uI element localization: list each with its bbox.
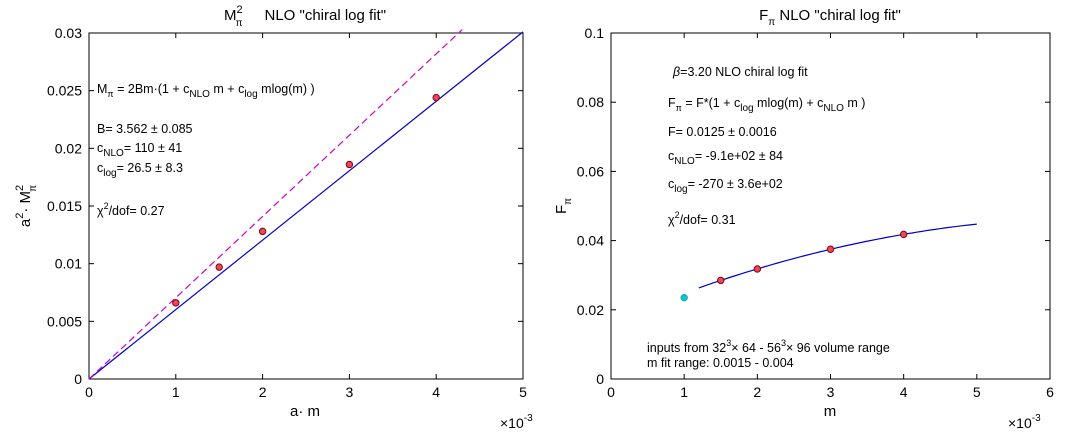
x-tick-label: 3 — [346, 384, 354, 400]
right-chart: 0 1 2 3 4 5 6 0 0.02 0.04 0.06 0.08 0.1 Fπ NLO "chir… — [553, 7, 1054, 431]
right-points — [680, 230, 908, 302]
left-chi2-value: χ2/dof= 0.27 — [97, 201, 165, 218]
y-tick-label: 0 — [74, 371, 82, 387]
data-point — [899, 230, 908, 239]
right-fit-range-note: m fit range: 0.0015 - 0.004 — [647, 356, 794, 370]
y-tick-label: 0.08 — [577, 94, 604, 110]
y-tick-label: 0.025 — [47, 83, 82, 99]
fit-line — [88, 31, 524, 380]
x-tick-label: 4 — [900, 384, 908, 400]
left-cNLO-value: cNLO= 110 ± 41 — [97, 141, 182, 159]
x-tick-label: 2 — [259, 384, 267, 400]
x-tick-label: 4 — [432, 384, 440, 400]
x-tick-label: 0 — [607, 384, 615, 400]
y-tick-label: 0.04 — [577, 233, 604, 249]
left-annotations: Mπ = 2Bm·(1 + cNLO m + clog mlog(m) ) B=… — [97, 82, 315, 218]
right-lines — [698, 223, 977, 289]
right-beta-label: β=3.20 NLO chiral log fit — [672, 65, 808, 79]
right-x-multiplier: ×10-3 — [1008, 413, 1041, 431]
left-B-value: B= 3.562 ± 0.085 — [97, 122, 193, 136]
lo-dashed-line — [88, 29, 463, 380]
left-ticks: 0 1 2 3 4 5 0 0.005 0.01 0.015 0.02 0.025 0.03 — [47, 25, 527, 400]
right-plot-area — [610, 32, 1051, 380]
y-tick-label: 0.02 — [55, 140, 82, 156]
y-tick-label: 0.03 — [55, 25, 82, 41]
fit-curve — [698, 223, 977, 289]
right-chart-title: Fπ NLO "chiral log fit" — [759, 7, 901, 28]
y-tick-label: 0.01 — [55, 256, 82, 272]
right-chi2-value: χ2/dof= 0.31 — [668, 210, 736, 227]
right-annotations: β=3.20 NLO chiral log fit Fπ = F*(1 + cl… — [647, 65, 890, 370]
right-fit-formula: Fπ = F*(1 + clog mlog(m) + cNLO m ) — [668, 96, 865, 114]
y-tick-label: 0.1 — [585, 25, 605, 41]
data-point — [345, 160, 354, 169]
data-point — [215, 263, 223, 271]
left-fit-formula: Mπ = 2Bm·(1 + cNLO m + clog mlog(m) ) — [97, 82, 315, 100]
x-tick-label: 6 — [1046, 384, 1054, 400]
right-F-value: F= 0.0125 ± 0.0016 — [668, 125, 777, 139]
right-cNLO-value: cNLO= -9.1e+02 ± 84 — [668, 149, 783, 167]
y-tick-label: 0.015 — [47, 198, 82, 214]
right-y-axis-label: Fπ — [553, 198, 574, 214]
y-tick-label: 0 — [596, 371, 604, 387]
left-chart: 0 1 2 3 4 5 0 0.005 0.01 0.015 0.02 0.025 0.03 M2 π NL… — [14, 4, 533, 431]
data-point — [826, 245, 835, 253]
left-chart-title: M2 π NLO "chiral log fit" — [224, 4, 386, 29]
right-x-axis-label: m — [824, 403, 837, 420]
x-tick-label: 0 — [85, 384, 93, 400]
data-point — [172, 299, 180, 307]
left-clog-value: clog= 26.5 ± 8.3 — [97, 161, 183, 179]
x-tick-label: 3 — [827, 384, 835, 400]
data-point — [753, 265, 762, 273]
y-tick-label: 0.02 — [577, 302, 604, 318]
x-tick-label: 1 — [680, 384, 688, 400]
right-clog-value: clog= -270 ± 3.6e+02 — [668, 177, 783, 195]
left-points — [172, 93, 440, 307]
x-tick-label: 5 — [519, 384, 527, 400]
data-point — [432, 93, 440, 102]
right-inputs-note: inputs from 323× 64 - 563× 96 volume ran… — [647, 338, 890, 355]
x-tick-label: 5 — [973, 384, 981, 400]
left-x-axis-label: a· m — [290, 403, 320, 420]
y-tick-label: 0.06 — [577, 163, 604, 179]
data-point — [258, 227, 267, 236]
x-tick-label: 1 — [172, 384, 180, 400]
right-ticks: 0 1 2 3 4 5 6 0 0.02 0.04 0.06 0.08 0.1 — [577, 25, 1054, 400]
left-y-axis-label: a2· M2 π — [14, 185, 39, 227]
left-x-multiplier: ×10-3 — [500, 413, 533, 431]
excluded-data-point — [680, 293, 688, 302]
y-tick-label: 0.005 — [47, 313, 82, 329]
x-tick-label: 2 — [753, 384, 761, 400]
left-lines — [88, 29, 524, 380]
data-point — [717, 276, 725, 285]
